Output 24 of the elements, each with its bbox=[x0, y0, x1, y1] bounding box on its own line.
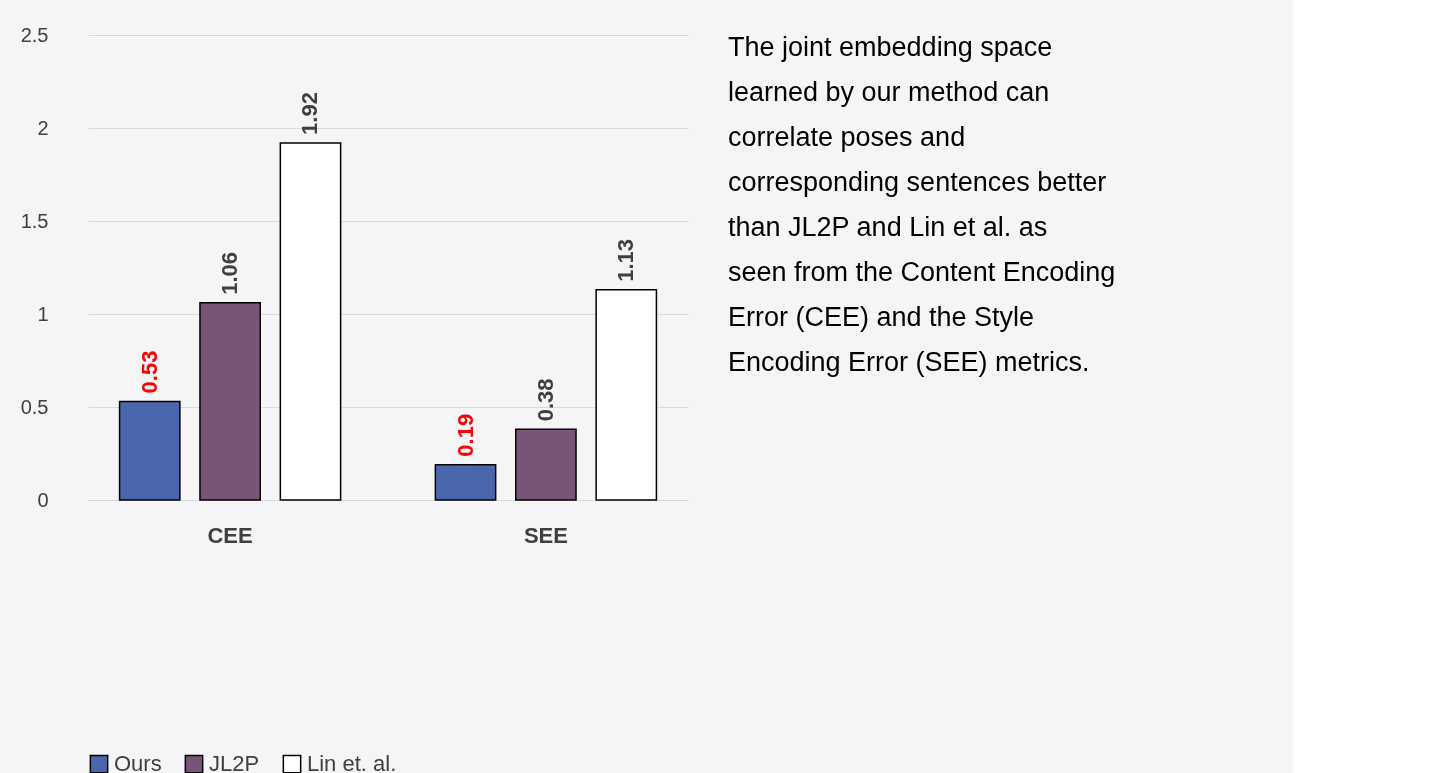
legend-label: Lin et. al. bbox=[307, 751, 397, 773]
x-tick-label: SEE bbox=[523, 522, 568, 548]
legend-label: JL2P bbox=[209, 751, 260, 773]
legend-label: Ours bbox=[114, 751, 162, 773]
bar bbox=[279, 142, 342, 501]
x-tick-label: CEE bbox=[207, 522, 253, 548]
data-label: 0.53 bbox=[136, 350, 162, 394]
data-label: 0.19 bbox=[452, 413, 478, 457]
y-tick-label: 2.5 bbox=[20, 23, 49, 46]
bar bbox=[434, 463, 497, 501]
y-tick-label: 1.5 bbox=[20, 209, 49, 232]
data-label: 0.38 bbox=[532, 378, 558, 422]
bar bbox=[515, 428, 577, 501]
bar bbox=[118, 400, 181, 501]
y-tick-label: 0.5 bbox=[20, 395, 49, 418]
data-label: 1.92 bbox=[297, 92, 323, 135]
bar bbox=[595, 289, 658, 501]
data-label: 1.13 bbox=[613, 238, 639, 282]
data-label: 1.06 bbox=[217, 252, 243, 295]
y-tick-label: 2 bbox=[37, 116, 49, 139]
y-tick-label: 1 bbox=[37, 302, 49, 325]
text: The joint embedding space learned by our method can correlate poses and corresponding sentences better than JL2P and Lin et al. as seen from the Content Encoding Error (CEE) and the Style Encoding Error (SEE) metrics. bbox=[728, 32, 1116, 377]
bar bbox=[199, 302, 261, 501]
y-tick-label: 0 bbox=[37, 488, 49, 511]
